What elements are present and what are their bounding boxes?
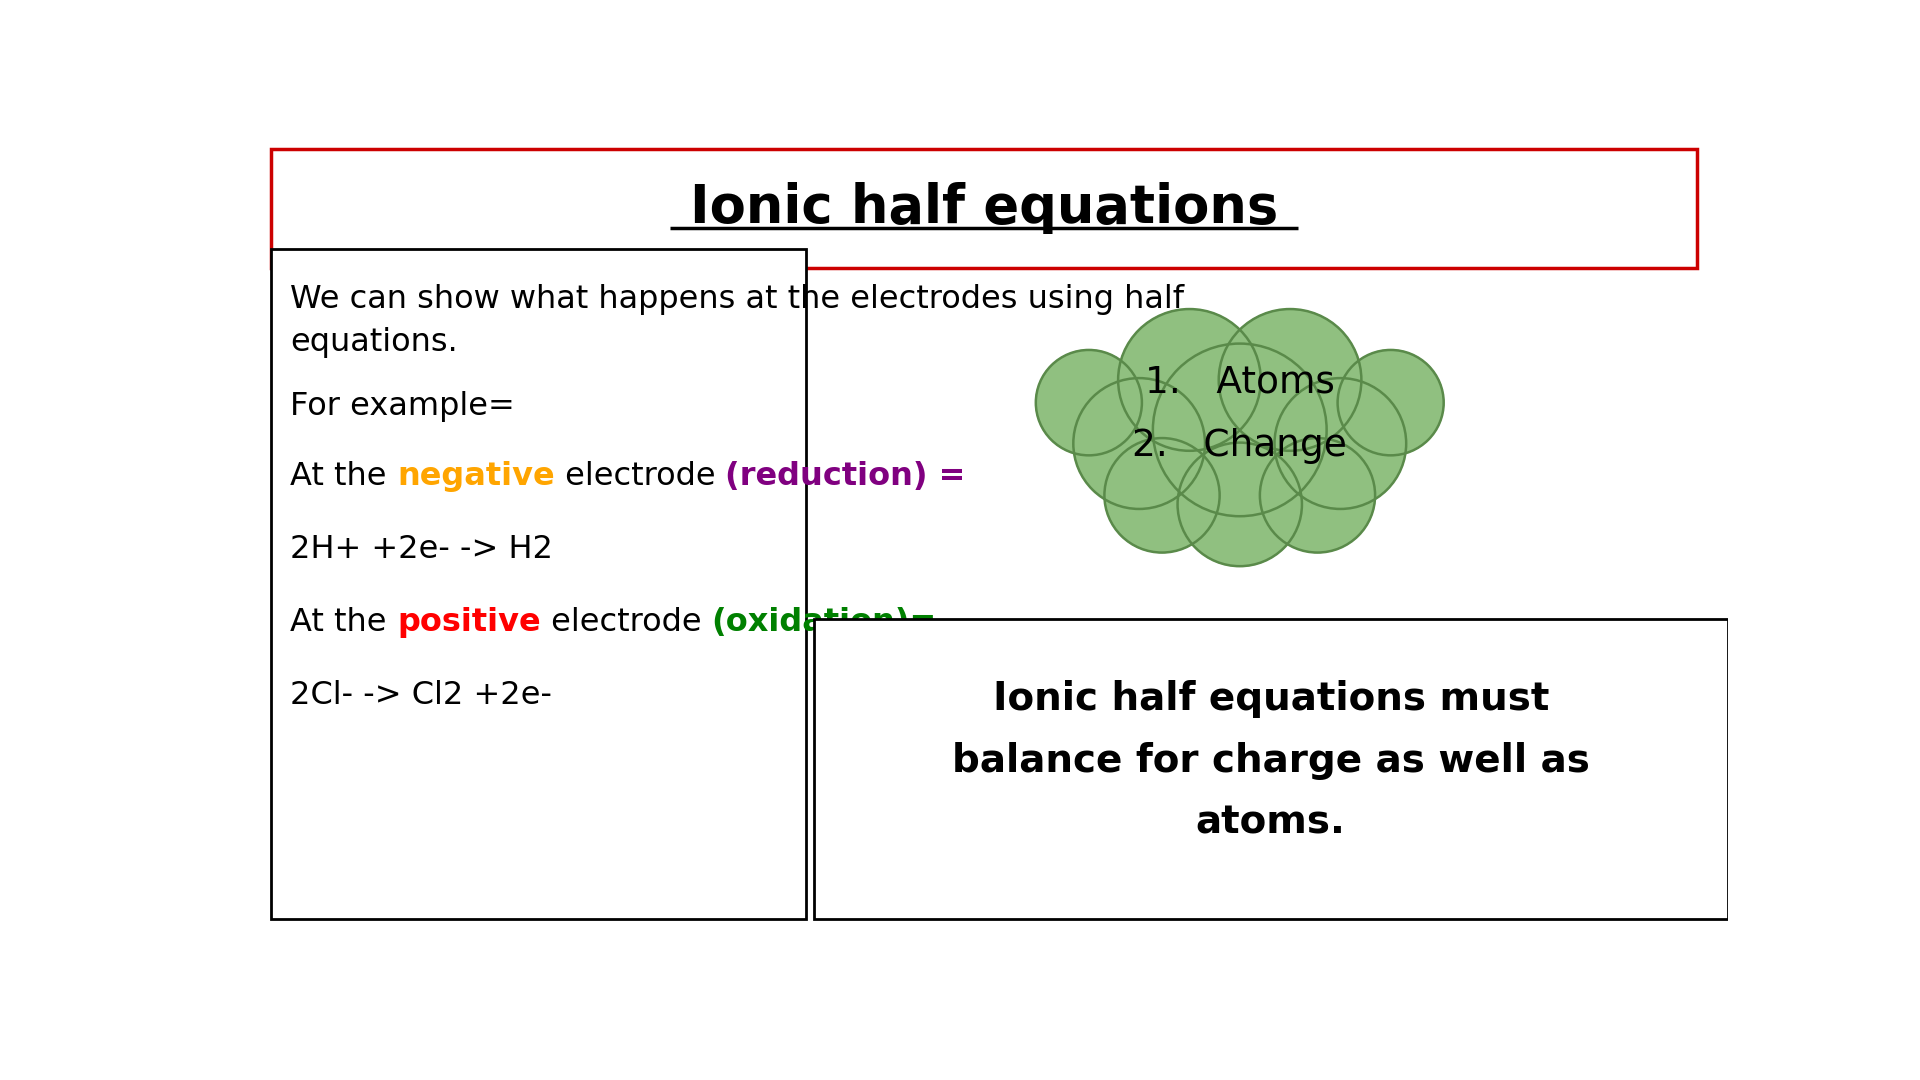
Text: 1.   Atoms
2.   Change: 1. Atoms 2. Change <box>1133 365 1348 464</box>
Text: electrode: electrode <box>541 607 712 638</box>
Text: negative: negative <box>397 461 555 491</box>
Text: (reduction) =: (reduction) = <box>726 461 966 491</box>
FancyBboxPatch shape <box>271 249 806 919</box>
Circle shape <box>1260 438 1375 553</box>
Text: 2Cl- -> Cl2 +2e-: 2Cl- -> Cl2 +2e- <box>290 680 553 711</box>
Text: (oxidation)=: (oxidation)= <box>712 607 937 638</box>
Text: Ionic half equations must
balance for charge as well as
atoms.: Ionic half equations must balance for ch… <box>952 680 1590 842</box>
Text: At the: At the <box>290 461 397 491</box>
Text: We can show what happens at the electrodes using half
equations.: We can show what happens at the electrod… <box>290 284 1185 357</box>
Circle shape <box>1275 378 1405 509</box>
Text: At the: At the <box>290 607 397 638</box>
Text: electrode: electrode <box>555 461 726 491</box>
FancyBboxPatch shape <box>271 149 1697 268</box>
Circle shape <box>1117 309 1261 450</box>
Circle shape <box>1338 350 1444 456</box>
Text: Ionic half equations: Ionic half equations <box>689 183 1279 234</box>
FancyBboxPatch shape <box>814 619 1728 919</box>
Circle shape <box>1104 438 1219 553</box>
Text: positive: positive <box>397 607 541 638</box>
Text: For example=: For example= <box>290 391 515 422</box>
Circle shape <box>1073 378 1206 509</box>
Circle shape <box>1152 343 1327 516</box>
Circle shape <box>1035 350 1142 456</box>
Circle shape <box>1219 309 1361 450</box>
Circle shape <box>1177 443 1302 566</box>
Text: 2H+ +2e- -> H2: 2H+ +2e- -> H2 <box>290 534 553 565</box>
